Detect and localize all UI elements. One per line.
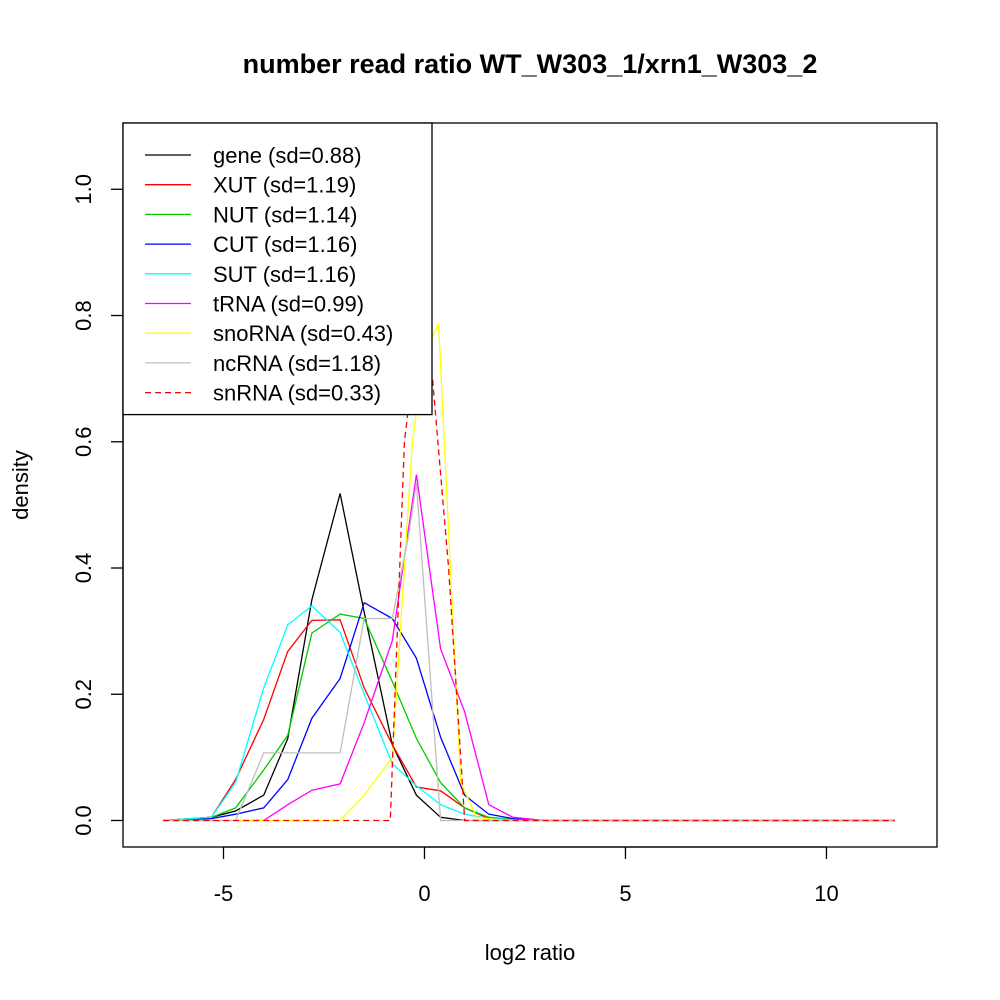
legend-label-4: SUT (sd=1.16)	[213, 262, 356, 287]
y-tick-label-5: 1.0	[71, 174, 96, 205]
y-tick-label-3: 0.6	[71, 426, 96, 457]
x-tick-label-3: 10	[814, 881, 838, 906]
x-tick-label-0: -5	[214, 881, 234, 906]
x-axis: -5 0 5 10	[214, 846, 839, 906]
series-line-1	[163, 619, 895, 822]
legend-box	[122, 122, 433, 416]
x-axis-label: log2 ratio	[485, 940, 576, 965]
y-axis-label: density	[8, 450, 33, 520]
series-line-8	[163, 338, 895, 822]
legend: gene (sd=0.88) XUT (sd=1.19) NUT (sd=1.14)…	[122, 122, 433, 416]
series-line-3	[163, 601, 895, 822]
legend-label-5: tRNA (sd=0.99)	[213, 292, 364, 317]
x-tick-label-1: 0	[418, 881, 430, 906]
y-tick-label-1: 0.2	[71, 679, 96, 710]
y-tick-label-0: 0.0	[71, 805, 96, 836]
legend-label-7: ncRNA (sd=1.18)	[213, 351, 381, 376]
legend-label-6: snoRNA (sd=0.43)	[213, 321, 393, 346]
legend-label-0: gene (sd=0.88)	[213, 143, 362, 168]
legend-label-1: XUT (sd=1.19)	[213, 173, 356, 198]
chart-title: number read ratio WT_W303_1/xrn1_W303_2	[243, 49, 818, 79]
legend-label-8: snRNA (sd=0.33)	[213, 381, 381, 406]
legend-label-2: NUT (sd=1.14)	[213, 202, 357, 227]
series-layer	[163, 323, 895, 822]
legend-label-3: CUT (sd=1.16)	[213, 232, 357, 257]
x-tick-label-2: 5	[619, 881, 631, 906]
y-tick-label-2: 0.4	[71, 553, 96, 584]
series-line-7	[163, 482, 895, 822]
y-tick-label-4: 0.8	[71, 300, 96, 331]
